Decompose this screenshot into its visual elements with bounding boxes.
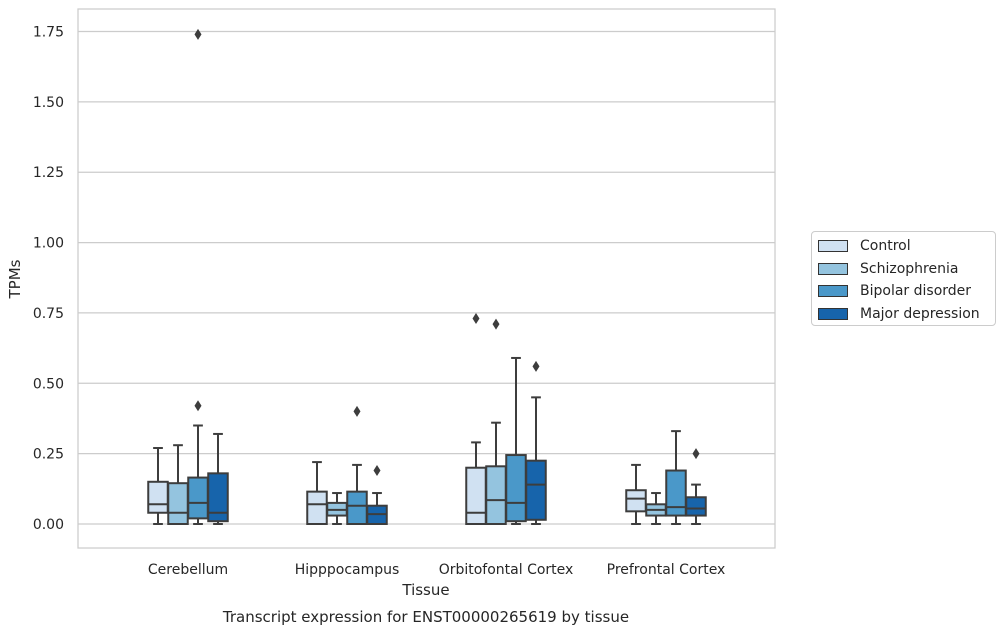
plot-area [77,8,776,549]
x-tick-label: Hipppocampus [295,562,400,578]
outlier-point [194,28,202,40]
box [207,472,229,523]
outlier-point [194,400,202,412]
box [147,480,169,514]
outlier-point [532,360,540,372]
y-tick-label: 1.25 [33,165,64,181]
outlier-point [472,313,480,325]
box-series-layer [147,28,707,526]
box-plot [147,447,169,525]
box-plot [207,432,229,525]
box [665,469,687,517]
legend-swatch [818,262,848,275]
outlier-point [373,465,381,477]
legend: Control Schizophrenia Bipolar disorder Majo… [811,231,996,326]
y-tick-label: 0.50 [33,376,64,392]
x-tick-label: Orbitofontal Cortex [439,562,574,578]
legend-item: Schizophrenia [818,259,958,279]
box-series [147,313,647,526]
y-axis-title: TPMs [6,259,24,299]
box [167,482,189,526]
y-tick-label: 1.75 [33,25,64,41]
box-plot [187,28,209,525]
box [187,476,209,520]
box-plot [685,448,707,525]
legend-item: Bipolar disorder [818,281,971,301]
legend-swatch [818,285,848,297]
x-tick-label: Prefrontal Cortex [607,562,726,578]
legend-label: Major depression [860,305,980,322]
box-plot [665,430,687,525]
legend-swatch [818,307,848,320]
box-series [187,28,687,525]
y-tick-labels: 0.00 0.25 0.50 0.75 1.00 1.25 1.50 1.75 [33,25,64,534]
box-series [207,360,707,526]
box-series [167,318,667,526]
y-tick-label: 0.25 [33,447,64,463]
box [525,459,547,521]
box [465,466,487,526]
box-plot [625,463,647,525]
box [625,489,647,513]
box [346,490,368,525]
outlier-point [353,405,361,417]
legend-item: Major depression [818,304,980,324]
box-plot [167,444,189,526]
y-tick-label: 0.00 [33,517,64,533]
outlier-point [692,448,700,460]
x-axis-title: Tissue [401,581,449,599]
y-tick-label: 1.00 [33,236,64,252]
legend-label: Control [860,238,911,254]
box-plot [525,360,547,525]
legend-item: Control [818,236,911,256]
box [485,465,507,525]
outlier-point [492,318,500,330]
legend-label: Bipolar disorder [860,283,972,299]
x-tick-labels: Cerebellum Hipppocampus Orbitofontal Corte… [148,562,725,578]
box-plot [366,465,388,526]
legend-swatch [818,240,848,252]
box-plot [306,461,328,525]
box [685,496,707,517]
box [505,454,527,523]
y-tick-label: 1.50 [33,95,64,111]
box [306,490,328,525]
y-tick-label: 0.75 [33,306,64,322]
x-tick-label: Cerebellum [148,562,228,578]
legend-label: Schizophrenia [860,260,959,277]
chart-caption: Transcript expression for ENST0000026561… [222,608,629,626]
